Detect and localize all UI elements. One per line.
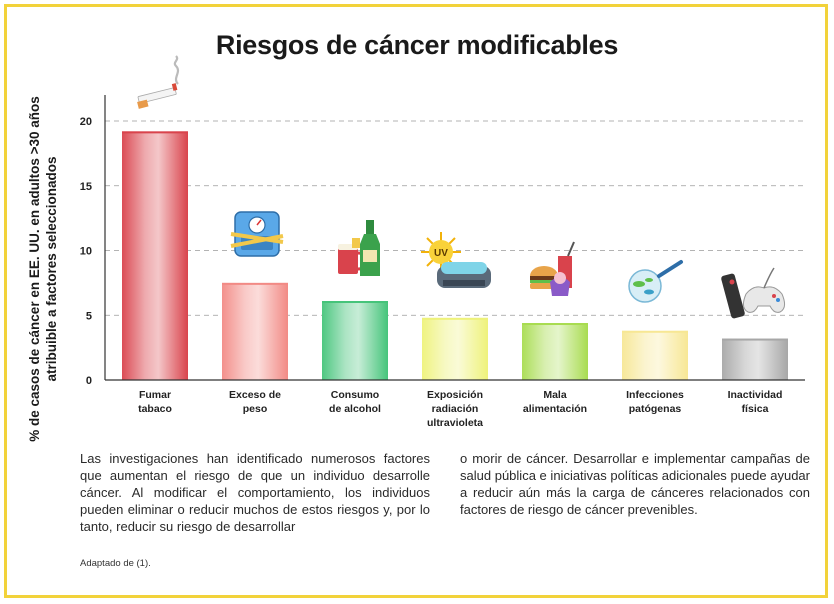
source-note: Adaptado de (1). [80,558,151,569]
bar [322,301,388,380]
cigarette-icon [137,55,180,109]
alcohol-icon [338,220,380,276]
bar [122,131,188,380]
y-axis-ticks: 0 5 10 15 20 [80,116,92,387]
x-tick-label: Consumo de alcohol [329,389,381,415]
x-tick-label: Mala alimentación [523,389,587,415]
x-tick-label: Fumar tabaco [138,389,172,415]
y-tick-label: 10 [80,246,92,258]
tv-remote-gamepad-icon [721,267,786,319]
bar-top-edge [422,317,488,320]
bars [122,131,788,380]
bar-top-edge [122,131,188,134]
bar [622,330,688,380]
x-tick-label: Infecciones patógenas [626,389,684,415]
y-tick-label: 15 [80,181,92,193]
bar [422,317,488,380]
paragraph-left: Las investigaciones han identificado num… [80,451,430,534]
y-tick-label: 5 [86,310,92,322]
uv-tanning-icon: UV [421,232,491,288]
x-tick-label: Exceso de peso [229,389,281,415]
y-tick-label: 20 [80,116,92,128]
bar-top-edge [222,282,288,285]
x-axis-labels: Fumar tabaco Exceso de peso Consumo de alcoho… [138,389,782,429]
bar [722,338,788,380]
junk-food-icon [530,241,575,296]
chart-title: Riesgos de cáncer modificables [215,30,619,60]
bar-top-edge [622,330,688,333]
bar-top-edge [722,338,788,341]
paragraph-right: o morir de cáncer. Desarrollar e impleme… [460,451,810,517]
bar [522,323,588,380]
svg-text:UV: UV [434,248,448,259]
scale-icon [230,211,284,257]
bar-top-edge [322,301,388,304]
y-tick-label: 0 [86,375,92,387]
microbe-icon [628,260,683,303]
bar [222,282,288,380]
bar-top-edge [522,323,588,326]
x-tick-label: Inactividad física [728,389,783,415]
x-tick-label: Exposición radiación ultravioleta [427,389,483,429]
